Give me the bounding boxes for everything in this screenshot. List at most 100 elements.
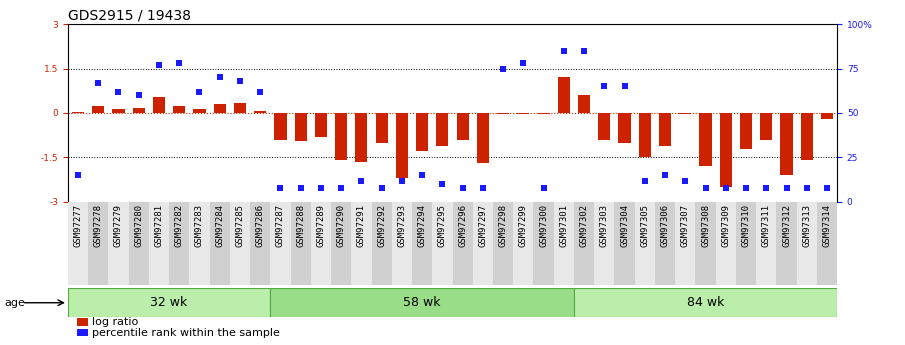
Bar: [538, 113, 549, 115]
Point: [293, 185, 308, 190]
Bar: [173, 107, 186, 113]
Point: [334, 185, 348, 190]
Text: age: age: [5, 298, 25, 308]
Point: [699, 185, 713, 190]
Text: GDS2915 / 19438: GDS2915 / 19438: [68, 9, 191, 23]
Point: [678, 178, 692, 183]
Bar: [736, 202, 757, 285]
Text: GSM97293: GSM97293: [397, 204, 406, 247]
Bar: [112, 109, 125, 113]
Bar: [92, 107, 104, 113]
Point: [213, 75, 227, 80]
Bar: [817, 202, 837, 285]
Bar: [655, 202, 675, 285]
Bar: [68, 202, 88, 285]
Point: [111, 89, 126, 95]
Text: GSM97305: GSM97305: [641, 204, 649, 247]
Bar: [695, 202, 716, 285]
Text: log ratio: log ratio: [92, 317, 138, 327]
Bar: [595, 202, 614, 285]
Point: [395, 178, 409, 183]
Bar: [109, 202, 129, 285]
Point: [537, 185, 551, 190]
Point: [435, 181, 450, 187]
Text: GSM97285: GSM97285: [235, 204, 244, 247]
Point: [516, 60, 530, 66]
Point: [354, 178, 368, 183]
Bar: [331, 202, 351, 285]
Bar: [578, 95, 590, 113]
Point: [637, 178, 652, 183]
Point: [658, 172, 672, 178]
Bar: [574, 288, 837, 317]
Text: GSM97302: GSM97302: [579, 204, 588, 247]
Text: GSM97303: GSM97303: [600, 204, 609, 247]
Bar: [416, 113, 428, 151]
Bar: [497, 113, 510, 115]
Text: GSM97287: GSM97287: [276, 204, 285, 247]
Bar: [598, 113, 610, 140]
Bar: [356, 113, 367, 162]
Point: [233, 78, 247, 84]
Bar: [675, 202, 695, 285]
Bar: [639, 113, 651, 157]
Text: GSM97277: GSM97277: [73, 204, 82, 247]
Bar: [129, 202, 148, 285]
Text: GSM97282: GSM97282: [175, 204, 184, 247]
Text: GSM97296: GSM97296: [458, 204, 467, 247]
Text: GSM97281: GSM97281: [155, 204, 164, 247]
Bar: [477, 113, 489, 163]
Bar: [533, 202, 554, 285]
Point: [576, 48, 591, 53]
Text: GSM97299: GSM97299: [519, 204, 528, 247]
Bar: [740, 113, 752, 148]
Bar: [554, 202, 574, 285]
Bar: [189, 202, 210, 285]
Bar: [392, 202, 412, 285]
Bar: [801, 113, 813, 160]
Bar: [133, 108, 145, 113]
Point: [719, 185, 733, 190]
Bar: [436, 113, 449, 146]
Bar: [376, 113, 387, 142]
Text: 58 wk: 58 wk: [404, 296, 441, 309]
Point: [152, 62, 167, 68]
Bar: [433, 202, 452, 285]
Point: [779, 185, 794, 190]
Bar: [796, 202, 817, 285]
Point: [597, 83, 612, 89]
Bar: [233, 102, 246, 113]
Bar: [250, 202, 271, 285]
Bar: [634, 202, 655, 285]
Bar: [315, 113, 327, 137]
Bar: [513, 202, 533, 285]
Text: GSM97312: GSM97312: [782, 204, 791, 247]
Text: GSM97286: GSM97286: [256, 204, 264, 247]
Bar: [153, 97, 165, 113]
Point: [273, 185, 288, 190]
Bar: [452, 202, 472, 285]
Text: GSM97304: GSM97304: [620, 204, 629, 247]
Bar: [821, 113, 834, 119]
Point: [759, 185, 774, 190]
Text: 84 wk: 84 wk: [687, 296, 724, 309]
Point: [738, 185, 753, 190]
Text: GSM97295: GSM97295: [438, 204, 447, 247]
Text: GSM97313: GSM97313: [802, 204, 811, 247]
Text: percentile rank within the sample: percentile rank within the sample: [92, 328, 281, 337]
Text: 32 wk: 32 wk: [150, 296, 187, 309]
Point: [617, 83, 632, 89]
Text: GSM97289: GSM97289: [317, 204, 326, 247]
Text: GSM97300: GSM97300: [539, 204, 548, 247]
Bar: [169, 202, 189, 285]
Text: GSM97280: GSM97280: [134, 204, 143, 247]
Bar: [194, 109, 205, 113]
Point: [91, 80, 106, 86]
Point: [192, 89, 206, 95]
Point: [799, 185, 814, 190]
Bar: [210, 202, 230, 285]
Bar: [68, 288, 271, 317]
Bar: [700, 113, 711, 166]
Text: GSM97307: GSM97307: [681, 204, 690, 247]
Bar: [88, 202, 109, 285]
